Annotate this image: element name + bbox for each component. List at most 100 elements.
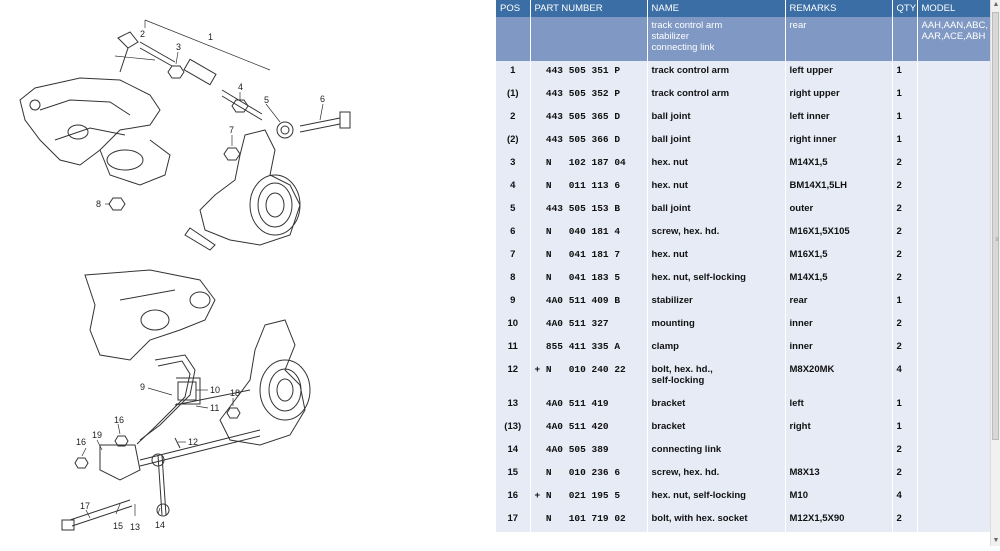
cell-model: [917, 61, 990, 84]
parts-diagram: 1 2 3 4 5 6 7 8 9 10 11 12 13 14 15 16 1…: [0, 0, 478, 546]
cell-remarks: M14X1,5: [785, 268, 893, 291]
callout-8: 8: [96, 199, 101, 209]
cell-part-number: 4A0 505 389: [530, 440, 648, 463]
table-row[interactable]: 16 + N 021 195 5 hex. nut, self-locking M10…: [496, 486, 990, 509]
cell-part-number: 443 505 153 B: [530, 199, 648, 222]
cell-qty: 4: [892, 486, 918, 509]
selected-group-row[interactable]: track control arm stabilizer connecting …: [496, 17, 990, 61]
cell-remarks: M8X20MK: [785, 360, 893, 394]
table-row[interactable]: 8 N 041 183 5 hex. nut, self-locking M14X1…: [496, 268, 990, 291]
lower-assembly: [61, 269, 311, 531]
cell-qty: 2: [892, 268, 918, 291]
triangle-down-icon[interactable]: ▼: [992, 537, 1000, 544]
cell-remarks: left upper: [785, 61, 893, 84]
table-row[interactable]: 10 4A0 511 327 mounting inner 2: [496, 314, 990, 337]
cell-model: [917, 509, 990, 532]
cell-model: [917, 199, 990, 222]
table-row[interactable]: 6 N 040 181 4 screw, hex. hd. M16X1,5X105 2: [496, 222, 990, 245]
cell-name: hex. nut: [647, 153, 786, 176]
cell-part-number: N 102 187 04: [530, 153, 648, 176]
cell-pos: 1: [496, 61, 531, 84]
table-row[interactable]: 3 N 102 187 04 hex. nut M14X1,5 2: [496, 153, 990, 176]
cell-pos: 4: [496, 176, 531, 199]
cell-qty: 2: [892, 509, 918, 532]
cell-part-number: + N 010 240 22: [530, 360, 648, 394]
parts-list-panel: POS PART NUMBER NAME REMARKS QTY MODEL t…: [496, 0, 990, 546]
cell-model: [917, 291, 990, 314]
table-row[interactable]: 12 + N 010 240 22 bolt, hex. hd., self-loc…: [496, 360, 990, 394]
vertical-scrollbar[interactable]: ▲ ≡ ▼: [990, 0, 1000, 546]
col-part-number-header[interactable]: PART NUMBER: [530, 0, 648, 17]
group-name: track control arm stabilizer connecting …: [647, 17, 786, 61]
group-model: AAH,AAN,ABC, AAR,ACE,ABH: [917, 17, 990, 61]
cell-qty: 1: [892, 61, 918, 84]
cell-remarks: left: [785, 394, 893, 417]
cell-part-number: 443 505 352 P: [530, 84, 648, 107]
table-row[interactable]: (13) 4A0 511 420 bracket right 1: [496, 417, 990, 440]
cell-pos: 15: [496, 463, 531, 486]
table-row[interactable]: 15 N 010 236 6 screw, hex. hd. M8X13 2: [496, 463, 990, 486]
callout-6: 6: [320, 94, 325, 104]
cell-name: bolt, with hex. socket: [647, 509, 786, 532]
cell-pos: 3: [496, 153, 531, 176]
cell-part-number: 4A0 511 327: [530, 314, 648, 337]
callout-2: 2: [140, 29, 145, 39]
callout-15: 15: [113, 521, 123, 531]
callout-17: 17: [80, 501, 90, 511]
cell-pos: 13: [496, 394, 531, 417]
cell-name: hex. nut, self-locking: [647, 268, 786, 291]
callout-19: 19: [92, 430, 102, 440]
cell-part-number: 443 505 351 P: [530, 61, 648, 84]
cell-model: [917, 176, 990, 199]
table-row[interactable]: 14 4A0 505 389 connecting link 2: [496, 440, 990, 463]
cell-model: [917, 360, 990, 394]
table-row[interactable]: 13 4A0 511 419 bracket left 1: [496, 394, 990, 417]
callout-4: 4: [238, 82, 243, 92]
cell-remarks: rear: [785, 291, 893, 314]
col-qty-header[interactable]: QTY: [892, 0, 918, 17]
col-model-header[interactable]: MODEL: [917, 0, 990, 17]
col-name-header[interactable]: NAME: [647, 0, 786, 17]
cell-name: clamp: [647, 337, 786, 360]
cell-name: hex. nut: [647, 245, 786, 268]
cell-name: hex. nut: [647, 176, 786, 199]
cell-name: ball joint: [647, 107, 786, 130]
callout-3: 3: [176, 42, 181, 52]
cell-pos: 8: [496, 268, 531, 291]
table-row[interactable]: 7 N 041 181 7 hex. nut M16X1,5 2: [496, 245, 990, 268]
cell-part-number: + N 021 195 5: [530, 486, 648, 509]
col-remarks-header[interactable]: REMARKS: [785, 0, 893, 17]
table-row[interactable]: 17 N 101 719 02 bolt, with hex. socket M12…: [496, 509, 990, 532]
cell-model: [917, 153, 990, 176]
cell-pos: (13): [496, 417, 531, 440]
scroll-thumb[interactable]: ≡: [992, 12, 999, 440]
cell-name: hex. nut, self-locking: [647, 486, 786, 509]
cell-model: [917, 314, 990, 337]
cell-pos: 6: [496, 222, 531, 245]
cell-pos: 2: [496, 107, 531, 130]
cell-name: mounting: [647, 314, 786, 337]
cell-part-number: N 101 719 02: [530, 509, 648, 532]
callout-16a: 16: [114, 415, 124, 425]
cell-part-number: N 041 183 5: [530, 268, 648, 291]
col-pos-header[interactable]: POS: [496, 0, 531, 17]
callout-5: 5: [264, 95, 269, 105]
table-row[interactable]: 4 N 011 113 6 hex. nut BM14X1,5LH 2: [496, 176, 990, 199]
cell-qty: 1: [892, 107, 918, 130]
cell-model: [917, 417, 990, 440]
cell-qty: 2: [892, 440, 918, 463]
cell-model: [917, 440, 990, 463]
triangle-up-icon[interactable]: ▲: [992, 1, 1000, 8]
cell-pos: 11: [496, 337, 531, 360]
cell-model: [917, 268, 990, 291]
cell-pos: 12: [496, 360, 531, 394]
cell-model: [917, 130, 990, 153]
cell-model: [917, 84, 990, 107]
